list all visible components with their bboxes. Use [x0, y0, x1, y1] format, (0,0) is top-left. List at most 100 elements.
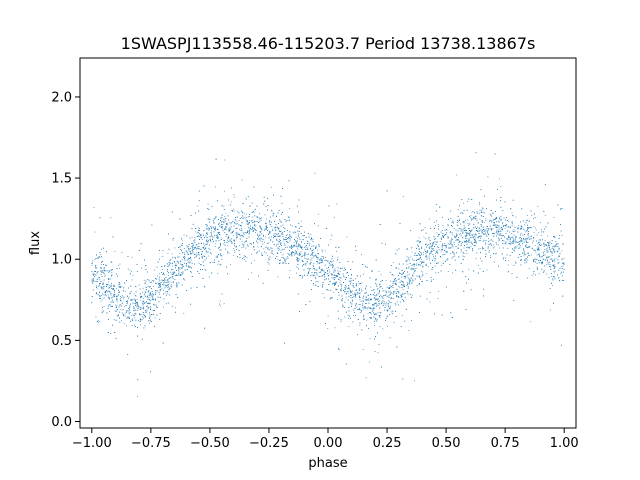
data-point — [374, 304, 375, 306]
data-point — [227, 245, 229, 247]
data-point — [109, 304, 111, 305]
data-point — [563, 280, 565, 281]
data-point — [536, 269, 538, 270]
data-point — [110, 333, 112, 334]
data-point — [216, 229, 218, 231]
data-point — [101, 264, 103, 265]
data-point — [233, 235, 234, 237]
data-point — [336, 251, 337, 252]
data-point — [451, 225, 453, 227]
data-point — [507, 235, 509, 237]
data-point — [442, 245, 444, 246]
data-point — [475, 258, 477, 260]
data-point — [230, 263, 231, 265]
data-point — [531, 275, 533, 276]
data-point — [133, 293, 135, 295]
data-point — [454, 244, 456, 245]
data-point — [246, 198, 248, 200]
data-point — [441, 265, 443, 267]
data-point — [359, 307, 360, 309]
data-point — [553, 217, 555, 218]
data-point — [116, 301, 118, 303]
data-point — [242, 211, 243, 213]
data-point — [348, 326, 350, 327]
data-point — [134, 305, 136, 306]
data-point — [411, 264, 413, 266]
data-point — [499, 178, 501, 180]
data-point — [359, 325, 361, 326]
data-point — [96, 280, 98, 282]
data-point — [336, 275, 338, 276]
data-point — [509, 242, 511, 244]
data-point — [484, 212, 485, 214]
data-point — [176, 260, 178, 262]
data-point — [124, 290, 126, 292]
data-point — [421, 276, 423, 278]
data-point — [273, 237, 274, 239]
data-point — [110, 294, 112, 296]
data-point — [368, 361, 370, 363]
data-point — [436, 250, 438, 252]
data-point — [333, 291, 335, 293]
data-point — [138, 284, 140, 286]
data-point — [280, 249, 282, 251]
data-point — [513, 231, 515, 233]
data-point — [551, 243, 553, 244]
data-point — [546, 264, 548, 266]
data-point — [479, 204, 480, 206]
data-point — [134, 286, 136, 287]
data-point — [300, 256, 302, 258]
data-point — [444, 244, 445, 246]
data-point — [259, 239, 261, 241]
data-point — [164, 292, 166, 294]
data-point — [201, 248, 203, 250]
data-point — [245, 219, 247, 221]
data-point — [325, 257, 327, 258]
data-point — [326, 268, 328, 269]
data-point — [181, 273, 183, 275]
data-point — [551, 251, 552, 253]
data-point — [464, 256, 466, 258]
data-point — [111, 301, 113, 303]
data-point — [393, 281, 395, 282]
data-point — [495, 226, 497, 228]
data-point — [133, 314, 134, 316]
data-point — [435, 252, 436, 254]
data-point — [541, 244, 542, 246]
data-point — [227, 251, 228, 252]
data-point — [536, 263, 538, 264]
data-point — [375, 318, 377, 319]
data-point — [120, 304, 122, 306]
data-point — [429, 253, 431, 255]
data-point — [265, 227, 267, 229]
data-point — [118, 264, 120, 266]
data-point — [402, 289, 404, 290]
data-point — [541, 229, 542, 231]
data-point — [530, 235, 532, 237]
data-point — [119, 292, 120, 293]
data-point — [504, 227, 506, 229]
data-point — [133, 324, 135, 326]
data-point — [495, 243, 497, 245]
data-point — [410, 256, 412, 258]
data-point — [402, 286, 404, 288]
data-point — [192, 223, 194, 225]
data-point — [543, 270, 545, 272]
data-point — [385, 280, 387, 281]
data-point — [252, 226, 254, 228]
data-point — [340, 290, 342, 292]
data-point — [94, 231, 96, 233]
data-point — [543, 244, 545, 245]
data-point — [126, 310, 128, 312]
data-point — [502, 210, 504, 212]
data-point — [329, 265, 331, 267]
data-point — [497, 232, 499, 234]
data-point — [499, 218, 500, 219]
data-point — [393, 262, 394, 263]
data-point — [499, 217, 501, 219]
data-point — [289, 240, 291, 242]
data-point — [286, 220, 288, 221]
data-point — [200, 236, 202, 238]
data-point — [396, 294, 397, 296]
